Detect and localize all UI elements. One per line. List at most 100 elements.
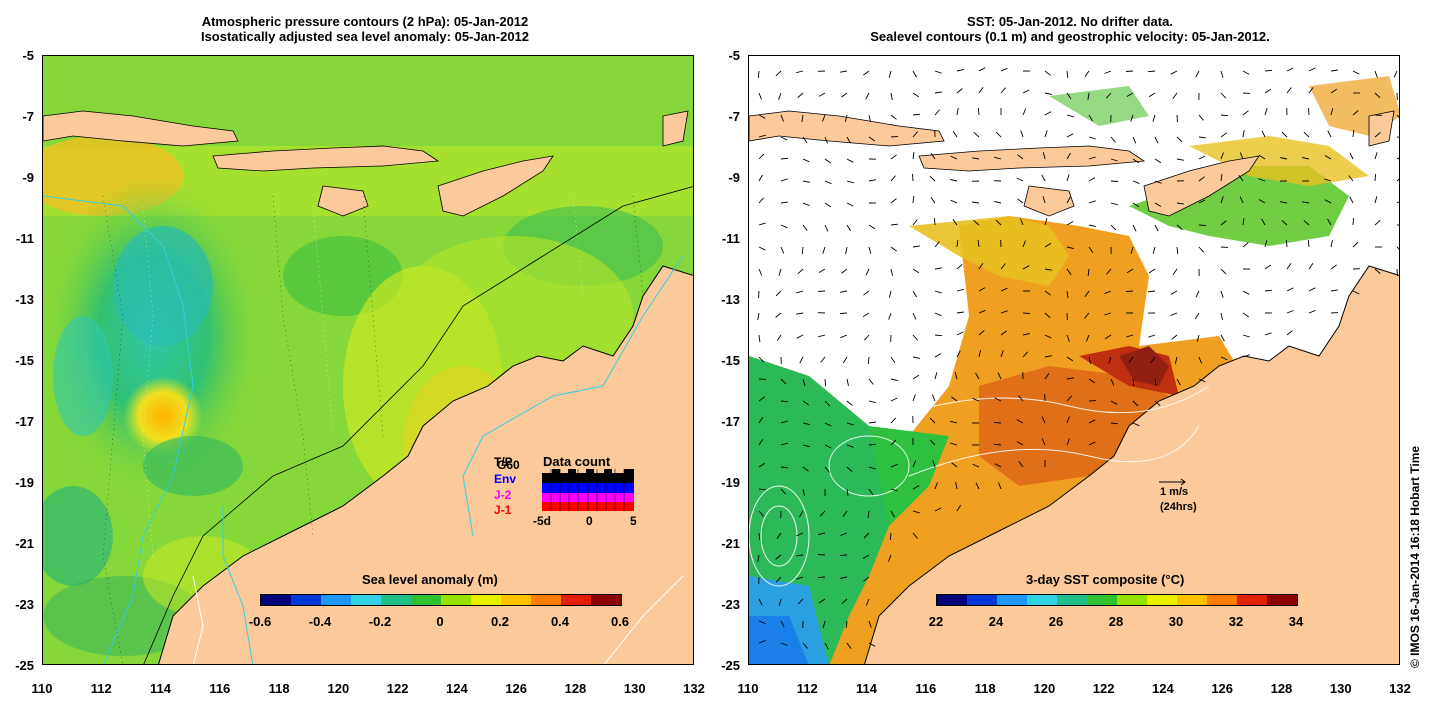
- velocity-arrow: [1220, 92, 1227, 99]
- left-y-tick: -5: [22, 48, 34, 63]
- velocity-arrow: [841, 598, 848, 605]
- velocity-arrow: [912, 92, 920, 98]
- velocity-arrow: [822, 114, 826, 122]
- left-colorbar-tick: -0.2: [368, 614, 392, 629]
- velocity-arrow: [758, 396, 765, 402]
- velocity-arrow: [1258, 178, 1266, 182]
- left-y-tick: -19: [15, 475, 34, 490]
- velocity-arrow: [780, 442, 788, 446]
- velocity-arrow: [934, 241, 940, 248]
- velocity-arrow: [1088, 399, 1097, 402]
- velocity-arrow: [824, 224, 829, 232]
- velocity-arrow: [1330, 69, 1338, 72]
- right-y-tick: -15: [721, 353, 740, 368]
- velocity-arrow: [978, 330, 985, 336]
- velocity-arrow: [1352, 217, 1354, 226]
- velocity-arrow: [780, 488, 787, 495]
- legend-item-j1: J-1: [494, 503, 512, 517]
- left-x-tick: 126: [505, 681, 528, 696]
- velocity-arrow: [864, 334, 870, 341]
- right-y-tick: -17: [721, 414, 740, 429]
- velocity-arrow: [1324, 155, 1332, 160]
- velocity-arrow: [888, 312, 892, 320]
- velocity-arrow: [1110, 202, 1118, 206]
- right-y-tick: -23: [721, 597, 740, 612]
- velocity-arrow: [1154, 180, 1162, 184]
- velocity-arrow: [929, 175, 936, 182]
- velocity-arrow: [845, 620, 848, 629]
- left-title-line2: Isostatically adjusted sea level anomaly…: [200, 29, 530, 44]
- velocity-arrow: [1088, 441, 1096, 446]
- velocity-arrow: [1327, 130, 1332, 138]
- velocity-arrow: [822, 246, 826, 254]
- velocity-arrow: [934, 334, 943, 337]
- velocity-arrow: [1088, 177, 1096, 182]
- velocity-arrow: [934, 353, 942, 358]
- velocity-arrow: [758, 416, 764, 424]
- velocity-arrow: [824, 642, 829, 650]
- velocity-arrow: [778, 92, 782, 100]
- velocity-arrow: [950, 442, 958, 446]
- velocity-arrow: [994, 200, 1002, 204]
- velocity-arrow: [1044, 373, 1050, 380]
- velocity-arrow: [1374, 173, 1377, 182]
- velocity-arrow: [912, 113, 921, 116]
- velocity-arrow: [1066, 377, 1074, 380]
- velocity-arrow: [1106, 268, 1112, 275]
- velocity-arrow: [890, 510, 895, 518]
- velocity-arrow: [951, 462, 958, 468]
- velocity-arrow: [1352, 129, 1355, 138]
- velocity-arrow: [780, 378, 787, 385]
- velocity-arrow: [890, 175, 896, 182]
- velocity-arrow: [1393, 70, 1398, 78]
- velocity-arrow: [912, 356, 920, 359]
- velocity-arrow: [956, 108, 959, 116]
- velocity-arrow: [1022, 108, 1027, 116]
- velocity-arrow: [888, 554, 892, 562]
- velocity-arrow: [1220, 132, 1227, 138]
- velocity-arrow: [1349, 152, 1354, 160]
- velocity-arrow: [998, 482, 1002, 490]
- velocity-arrow: [758, 462, 766, 468]
- velocity-arrow: [973, 131, 980, 138]
- velocity-arrow: [1396, 136, 1399, 138]
- velocity-arrow: [1088, 224, 1096, 228]
- velocity-arrow: [1242, 218, 1245, 226]
- velocity-arrow: [1066, 174, 1070, 182]
- velocity-arrow: [934, 482, 938, 490]
- velocity-arrow: [1110, 422, 1119, 425]
- velocity-arrow: [1220, 196, 1224, 204]
- velocity-arrow: [1044, 70, 1051, 76]
- velocity-arrow: [802, 400, 809, 406]
- velocity-scale-sublabel: (24hrs): [1160, 501, 1197, 513]
- velocity-arrow: [1220, 268, 1227, 275]
- data-count-chart: [542, 469, 634, 511]
- velocity-arrow: [863, 576, 870, 582]
- velocity-arrow: [1066, 92, 1072, 100]
- right-x-tick: 124: [1152, 681, 1174, 696]
- velocity-arrow: [912, 173, 914, 182]
- right-colorbar-tick: 34: [1288, 614, 1304, 629]
- legend-item-j2: J-2: [494, 488, 512, 502]
- velocity-arrow: [775, 312, 782, 318]
- velocity-arrow: [1280, 201, 1288, 204]
- velocity-arrow: [994, 397, 1002, 402]
- velocity-arrow: [824, 466, 830, 473]
- velocity-arrow: [1022, 351, 1029, 358]
- velocity-arrow: [1132, 158, 1140, 164]
- velocity-arrow: [1324, 199, 1332, 204]
- velocity-arrow: [1066, 416, 1070, 424]
- left-colorbar-tick: -0.6: [248, 614, 272, 629]
- left-y-tick: -25: [15, 658, 34, 673]
- velocity-arrow: [1044, 218, 1048, 226]
- velocity-vectors: [757, 67, 1399, 650]
- velocity-arrow: [796, 70, 804, 74]
- velocity-arrow: [1016, 419, 1024, 424]
- velocity-arrow: [1105, 92, 1112, 99]
- velocity-arrow: [843, 356, 848, 364]
- velocity-arrow: [780, 157, 789, 160]
- left-x-tick: 122: [386, 681, 409, 696]
- velocity-arrow: [1084, 70, 1090, 77]
- right-x-tick: 122: [1092, 681, 1115, 696]
- velocity-arrow: [780, 400, 789, 403]
